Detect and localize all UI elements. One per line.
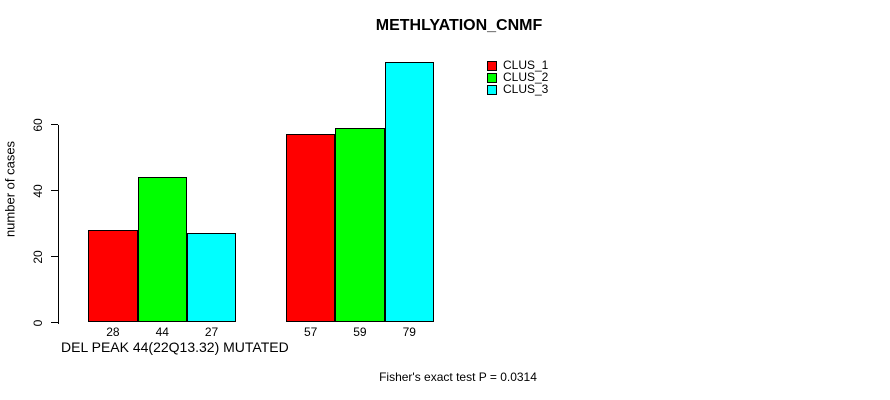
legend-swatch-icon bbox=[487, 60, 497, 71]
bar-value-label: 57 bbox=[303, 325, 318, 339]
bar-value-label: 59 bbox=[353, 325, 367, 339]
y-tick-mark bbox=[51, 190, 58, 191]
fisher-test-annotation: Fisher's exact test P = 0.0314 bbox=[379, 370, 537, 384]
bar-clus_1-group1 bbox=[88, 230, 138, 323]
y-tick-mark bbox=[51, 124, 58, 125]
legend-label: CLUS_1 bbox=[503, 58, 549, 72]
bar-value-label: 27 bbox=[204, 325, 219, 339]
bar-clus_2-group1 bbox=[137, 177, 187, 323]
bar-clus_3-group2 bbox=[384, 61, 434, 323]
bar-value-label: 79 bbox=[402, 325, 416, 339]
legend-row-clus_1: CLUS_1 bbox=[487, 58, 549, 72]
y-tick-mark bbox=[51, 322, 58, 323]
y-tick-label: 20 bbox=[31, 249, 45, 264]
y-tick-label: 60 bbox=[31, 117, 45, 132]
bar-clus_1-group2 bbox=[286, 134, 336, 323]
y-axis-line bbox=[58, 124, 59, 324]
legend: CLUS_1 CLUS_2 CLUS_3 bbox=[487, 58, 549, 96]
y-tick-mark bbox=[51, 256, 58, 257]
y-axis-label: number of cases bbox=[2, 140, 18, 238]
bar-value-label: 28 bbox=[106, 325, 120, 339]
x-axis-caption: DEL PEAK 44(22Q13.32) MUTATED bbox=[61, 339, 289, 355]
y-tick-label: 0 bbox=[31, 319, 45, 326]
legend-swatch-icon bbox=[487, 72, 497, 83]
y-tick-label: 40 bbox=[31, 183, 45, 198]
legend-row-clus_3: CLUS_3 bbox=[487, 82, 549, 96]
bar-clus_2-group2 bbox=[335, 127, 385, 323]
bar-value-label: 44 bbox=[155, 325, 169, 339]
bar-clus_3-group1 bbox=[186, 233, 237, 323]
legend-label: CLUS_2 bbox=[503, 70, 549, 84]
chart-title: METHLYATION_CNMF bbox=[375, 17, 543, 34]
legend-label: CLUS_3 bbox=[503, 82, 549, 96]
legend-swatch-icon bbox=[487, 84, 497, 95]
legend-row-clus_2: CLUS_2 bbox=[487, 70, 549, 84]
